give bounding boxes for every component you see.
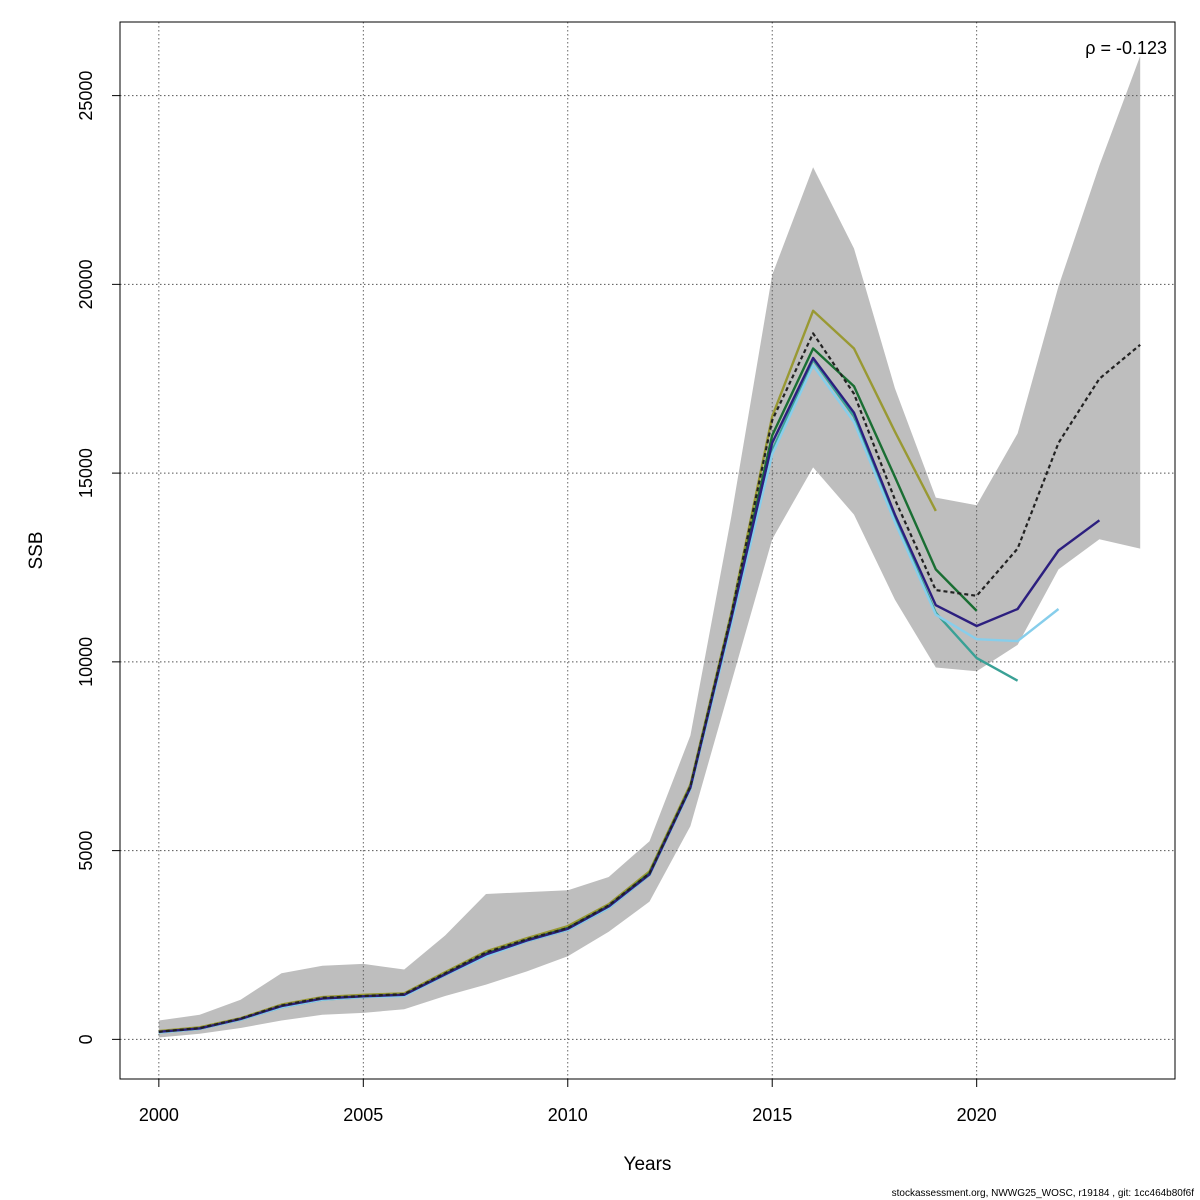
rho-annotation: ρ = -0.123 xyxy=(1085,38,1167,58)
x-tick-label-2020: 2020 xyxy=(957,1105,997,1125)
y-tick-label-0: 0 xyxy=(76,1034,96,1044)
confidence-band xyxy=(158,56,1141,1038)
footer-credit: stockassessment.org, NWWG25_WOSC, r19184… xyxy=(892,1188,1195,1199)
series-line-base xyxy=(158,332,1141,1033)
y-tick-label-15000: 15000 xyxy=(76,448,96,498)
y-tick-label-20000: 20000 xyxy=(76,259,96,309)
grid-layer xyxy=(120,22,1175,1079)
x-tick-label-2005: 2005 xyxy=(343,1105,383,1125)
plot-frame xyxy=(119,21,1176,1080)
x-tick-label-2000: 2000 xyxy=(139,1105,179,1125)
x-axis-title: Years xyxy=(624,1154,672,1175)
confidence-band-layer xyxy=(158,56,1141,1038)
y-tick-label-10000: 10000 xyxy=(76,637,96,687)
y-tick-label-25000: 25000 xyxy=(76,71,96,121)
series-layer xyxy=(158,309,1141,1034)
y-axis-title: SSB xyxy=(26,531,47,569)
y-tick-label-5000: 5000 xyxy=(76,831,96,871)
x-tick-label-2010: 2010 xyxy=(548,1105,588,1125)
x-tick-label-2015: 2015 xyxy=(752,1105,792,1125)
axis-layer: 2000 2005 2010 2015 2020 0 5000 10000 15000 20000… xyxy=(76,71,997,1125)
